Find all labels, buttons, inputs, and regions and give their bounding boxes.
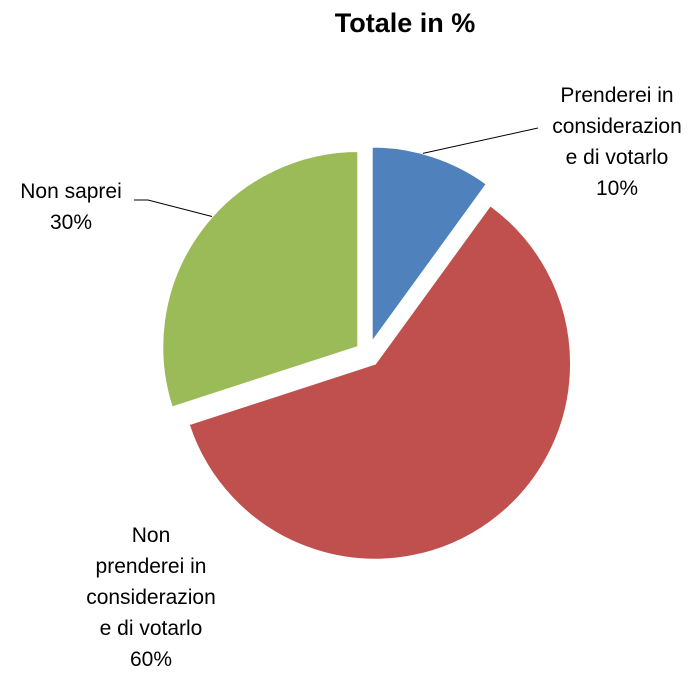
slice-label-line: e di votarlo <box>565 146 669 169</box>
slice-value-label: 60% <box>129 648 173 671</box>
slice-label-non-saprei: Non saprei 30% <box>6 176 136 238</box>
pie-slice-prenderei <box>370 145 489 346</box>
slice-label-line: Non <box>131 524 171 547</box>
slice-value-label: 30% <box>49 211 93 234</box>
slice-label-non-prenderei: Non prenderei in considerazion e di vota… <box>56 520 246 675</box>
slice-label-line: prenderei in <box>95 555 207 578</box>
slice-label-line: Non saprei <box>20 180 122 203</box>
pie-slice-non-prenderei <box>187 203 573 561</box>
slice-label-line: e di votarlo <box>99 617 203 640</box>
slice-label-line: considerazion <box>552 115 682 138</box>
leader-line-non-saprei <box>134 199 213 217</box>
slice-value-label: 10% <box>595 177 639 200</box>
leader-line-prenderei <box>422 127 539 154</box>
chart-title: Totale in % <box>334 8 476 38</box>
slice-label-prenderei: Prenderei in considerazion e di votarlo … <box>538 80 696 204</box>
slice-label-line: Prenderei in <box>560 84 674 107</box>
pie-slice-non-saprei <box>161 149 360 409</box>
slice-label-line: considerazion <box>86 586 216 609</box>
